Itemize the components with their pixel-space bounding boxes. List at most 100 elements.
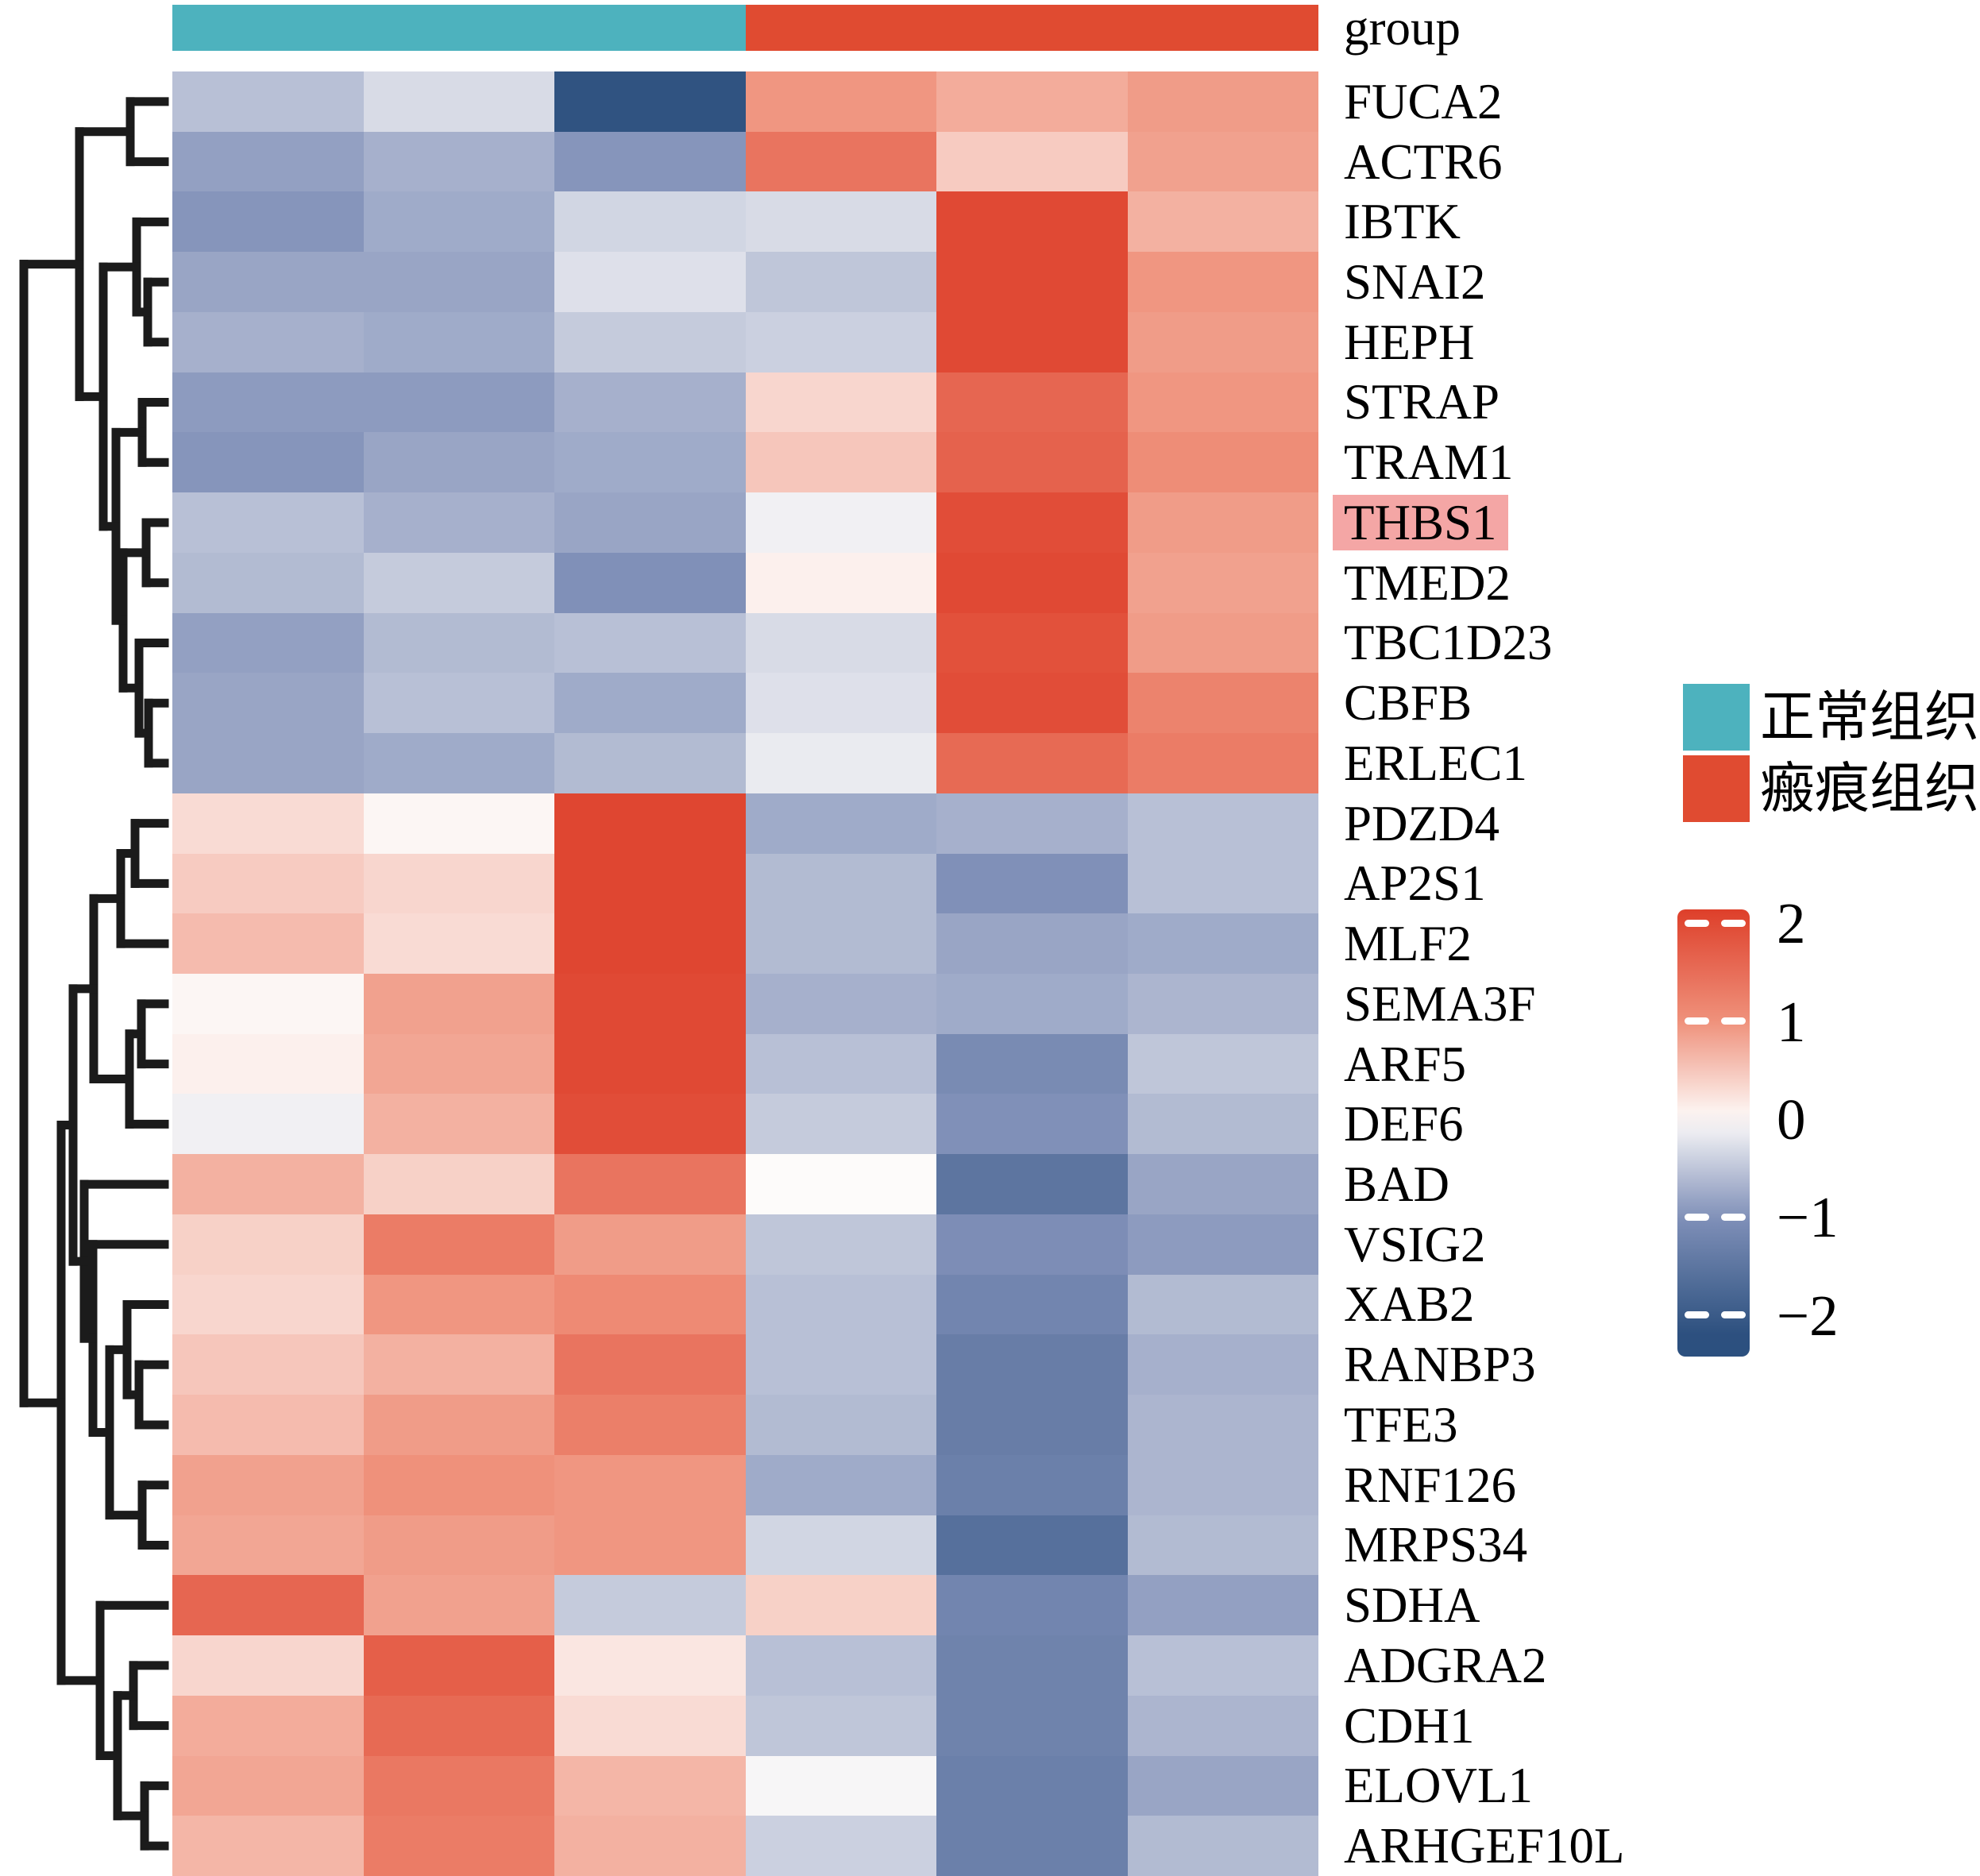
gene-label-pdzd4: PDZD4 bbox=[1344, 793, 1499, 854]
heatmap-cell bbox=[363, 432, 554, 493]
colorbar-tick-label: −1 bbox=[1777, 1185, 1839, 1250]
heatmap-cell bbox=[745, 372, 936, 433]
gene-label-xab2: XAB2 bbox=[1344, 1275, 1475, 1335]
heatmap-cell bbox=[363, 853, 554, 914]
heatmap-cell bbox=[936, 1274, 1128, 1335]
heatmap-cell bbox=[936, 432, 1128, 493]
heatmap-cell bbox=[172, 612, 364, 674]
heatmap-cell bbox=[745, 1094, 936, 1155]
gene-label-heph: HEPH bbox=[1344, 312, 1475, 372]
colorbar-dash bbox=[1721, 1311, 1746, 1319]
gene-label-vsig2: VSIG2 bbox=[1344, 1214, 1486, 1275]
gene-label-ap2s1: AP2S1 bbox=[1344, 854, 1486, 914]
heatmap-cell bbox=[172, 1695, 364, 1756]
heatmap-cell bbox=[554, 1154, 746, 1214]
colorbar-gradient bbox=[1677, 909, 1750, 1357]
heatmap-cell bbox=[745, 1214, 936, 1275]
heatmap-cell bbox=[1127, 973, 1318, 1034]
heatmap-cell bbox=[172, 71, 364, 132]
gene-label-adgra2: ADGRA2 bbox=[1344, 1635, 1547, 1696]
heatmap-cell bbox=[363, 1755, 554, 1816]
colorbar-tick-label: −2 bbox=[1777, 1283, 1839, 1348]
colorbar-dash bbox=[1685, 1311, 1709, 1319]
gene-label-tmed2: TMED2 bbox=[1344, 553, 1511, 613]
heatmap-cell bbox=[1127, 793, 1318, 854]
heatmap-cell bbox=[745, 1154, 936, 1214]
heatmap-cell bbox=[936, 372, 1128, 433]
heatmap-cell bbox=[172, 1033, 364, 1094]
heatmap-cell bbox=[1127, 1334, 1318, 1395]
heatmap-cell bbox=[554, 793, 746, 854]
heatmap-cell bbox=[554, 372, 746, 433]
heatmap-cell bbox=[745, 1816, 936, 1876]
heatmap-cell bbox=[554, 191, 746, 253]
gene-label-text: VSIG2 bbox=[1344, 1216, 1486, 1272]
colorbar-dash bbox=[1721, 1017, 1746, 1025]
heatmap-cell bbox=[363, 1094, 554, 1155]
heatmap-cell bbox=[363, 1395, 554, 1455]
heatmap-cell bbox=[936, 1575, 1128, 1636]
heatmap-cell bbox=[363, 311, 554, 372]
heatmap-cell bbox=[745, 733, 936, 793]
heatmap-cell bbox=[936, 492, 1128, 553]
gene-label-mlf2: MLF2 bbox=[1344, 913, 1472, 974]
heatmap-cell bbox=[172, 1454, 364, 1515]
heatmap-cell bbox=[745, 1454, 936, 1515]
gene-label-cdh1: CDH1 bbox=[1344, 1696, 1475, 1756]
gene-label-text: TMED2 bbox=[1344, 554, 1511, 611]
gene-label-text: ACTR6 bbox=[1344, 133, 1503, 190]
heatmap-cell bbox=[1127, 1695, 1318, 1756]
heatmap-cell bbox=[172, 311, 364, 372]
heatmap-cell bbox=[363, 1154, 554, 1214]
gene-label-cbfb: CBFB bbox=[1344, 673, 1472, 733]
heatmap-cell bbox=[745, 1395, 936, 1455]
heatmap-cell bbox=[554, 973, 746, 1034]
heatmap-cell bbox=[745, 552, 936, 613]
gene-label-actr6: ACTR6 bbox=[1344, 132, 1503, 192]
gene-label-text: HEPH bbox=[1344, 314, 1475, 370]
colorbar-tick-label: 2 bbox=[1777, 891, 1806, 956]
gene-label-text: ARF5 bbox=[1344, 1036, 1467, 1092]
heatmap-cell bbox=[172, 913, 364, 974]
heatmap-cell bbox=[1127, 1214, 1318, 1275]
heatmap-cell bbox=[172, 793, 364, 854]
gene-label-text: IBTK bbox=[1344, 194, 1461, 250]
heatmap-cell bbox=[554, 131, 746, 192]
gene-label-text: TBC1D23 bbox=[1344, 615, 1553, 671]
gene-label-snai2: SNAI2 bbox=[1344, 252, 1486, 312]
gene-label-ibtk: IBTK bbox=[1344, 191, 1461, 252]
gene-label-text: MLF2 bbox=[1344, 916, 1472, 972]
heatmap-cell bbox=[554, 1094, 746, 1155]
heatmap-cell bbox=[936, 1214, 1128, 1275]
heatmap-cell bbox=[936, 1454, 1128, 1515]
gene-label-thbs1: THBS1 bbox=[1333, 492, 1508, 553]
gene-label-arhgef10l: ARHGEF10L bbox=[1344, 1816, 1625, 1876]
gene-label-text: ERLEC1 bbox=[1344, 735, 1527, 791]
heatmap-cell bbox=[363, 913, 554, 974]
heatmap-cell bbox=[1127, 372, 1318, 433]
heatmap-cell bbox=[172, 673, 364, 734]
heatmap-cell bbox=[554, 492, 746, 553]
heatmap-cell bbox=[554, 673, 746, 734]
heatmap-cell bbox=[745, 1635, 936, 1696]
heatmap-cell bbox=[554, 1454, 746, 1515]
gene-label-arf5: ARF5 bbox=[1344, 1034, 1466, 1094]
heatmap-cell bbox=[172, 552, 364, 613]
heatmap-cell bbox=[1127, 1454, 1318, 1515]
heatmap-cell bbox=[554, 552, 746, 613]
heatmap-cell bbox=[1127, 1575, 1318, 1636]
heatmap-cell bbox=[172, 1334, 364, 1395]
heatmap-cell bbox=[172, 1214, 364, 1275]
heatmap-cell bbox=[1127, 1395, 1318, 1455]
gene-label-text: CBFB bbox=[1344, 675, 1472, 731]
heatmap-cell bbox=[363, 673, 554, 734]
heatmap-cell bbox=[936, 191, 1128, 253]
heatmap-cell bbox=[936, 1816, 1128, 1876]
gene-label-text-highlighted: THBS1 bbox=[1333, 494, 1508, 551]
heatmap-cell bbox=[554, 1515, 746, 1576]
heatmap-cell bbox=[554, 1033, 746, 1094]
heatmap-cell bbox=[745, 1695, 936, 1756]
heatmap-cell bbox=[936, 1755, 1128, 1816]
heatmap-cell bbox=[745, 131, 936, 192]
heatmap-cell bbox=[745, 1274, 936, 1335]
